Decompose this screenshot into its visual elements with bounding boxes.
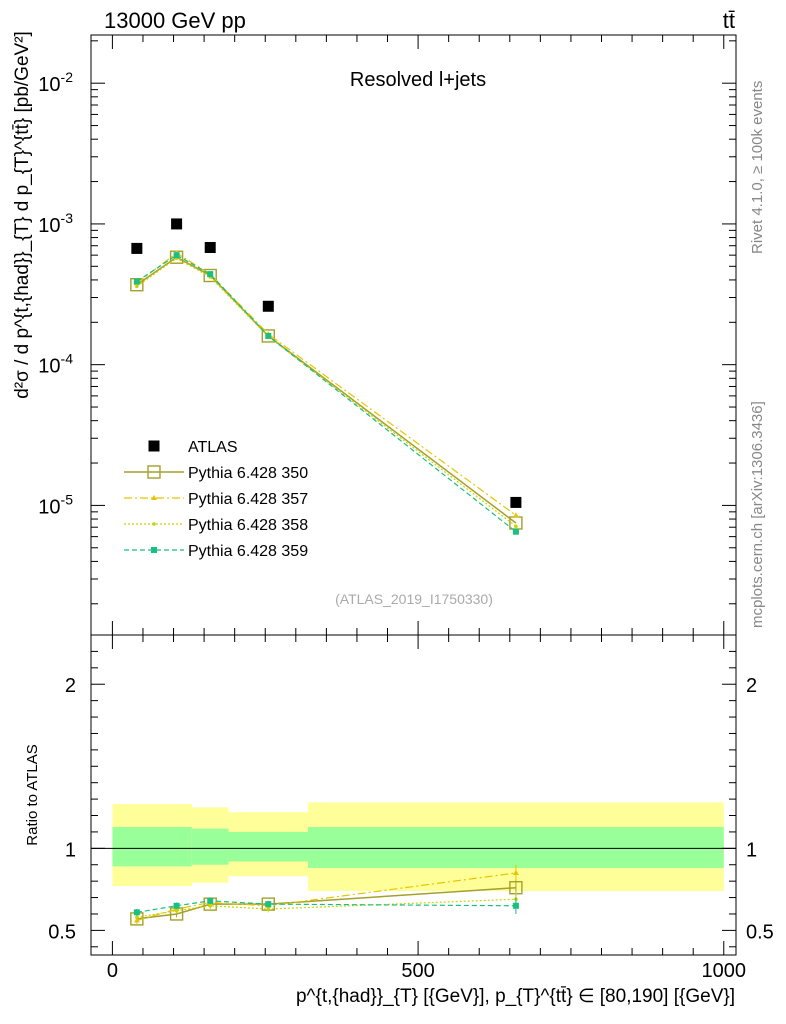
series-line [136, 256, 517, 524]
ratio-tick-labels: 0.5 0.5 1 1 2 2 0 500 1000 [48, 675, 774, 982]
side-label-mcplots: mcplots.cern.ch [arXiv:1306.3436] [749, 401, 766, 628]
band-inner [112, 827, 192, 867]
legend-label: Pythia 6.428 358 [188, 517, 308, 534]
ratio-point [265, 901, 272, 908]
ratio-point [135, 915, 139, 920]
atlas-point [262, 300, 274, 312]
data-point [265, 332, 272, 339]
main-y-ticks [91, 35, 736, 635]
ratio-y-tick-label-left: 2 [65, 675, 76, 697]
series-atlas [131, 218, 522, 508]
data-point [173, 252, 180, 259]
legend-label: Pythia 6.428 359 [188, 543, 308, 560]
ratio-y-axis-title: Ratio to ATLAS [24, 744, 41, 845]
atlas-point [131, 242, 143, 254]
series-line [136, 257, 517, 527]
data-point [135, 284, 139, 289]
data-point [261, 329, 275, 343]
band-inner [308, 827, 724, 869]
data-point [512, 512, 519, 518]
band-inner [191, 828, 229, 865]
legend-marker [152, 522, 156, 526]
ratio-point [266, 907, 271, 911]
x-tick-label: 500 [401, 960, 434, 982]
legend-entry: Pythia 6.428 358 [124, 517, 308, 534]
series-pythia-6-428-359 [133, 252, 519, 535]
data-point [512, 528, 519, 535]
main-series [130, 218, 523, 535]
side-label-rivet: Rivet 4.1.0, ≥ 100k events [749, 81, 766, 254]
legend: ATLAS Pythia 6.428 350 Pythia 6.428 357 Pyt… [124, 439, 308, 560]
ratio-point [133, 909, 140, 916]
x-tick-label: 1000 [702, 960, 747, 982]
y-tick-label: 10-2 [38, 69, 73, 96]
legend-entry: Pythia 6.428 357 [124, 491, 308, 508]
ratio-point [174, 908, 179, 913]
series-line [136, 252, 517, 516]
ratio-point [208, 903, 213, 908]
legend-marker [151, 495, 157, 500]
y-tick-label: 10-3 [38, 210, 73, 237]
ratio-y-tick-label-left: 0.5 [48, 921, 76, 943]
y-tick-label: 10-5 [38, 491, 73, 518]
legend-entry: Pythia 6.428 359 [124, 543, 308, 560]
ratio-bands [91, 802, 736, 891]
analysis-id: (ATLAS_2019_I1750330) [335, 591, 493, 607]
band-inner [228, 831, 309, 862]
ratio-point [207, 897, 214, 904]
data-point [207, 271, 214, 278]
analysis-title: Resolved l+jets [350, 69, 486, 91]
process-label: tt̄ [723, 8, 735, 33]
series-pythia-6-428-350 [130, 250, 523, 530]
legend-marker [148, 440, 160, 452]
energy-label: 13000 GeV pp [104, 8, 246, 33]
ratio-y-tick-label-right: 0.5 [746, 921, 774, 943]
ratio-point [173, 902, 180, 909]
legend-label: Pythia 6.428 350 [188, 465, 308, 482]
ratio-panel: 0.5 0.5 1 1 2 2 0 500 1000 Ratio to ATLAS p^{t,{… [24, 634, 774, 1007]
data-point [514, 524, 518, 529]
series-line [136, 254, 517, 533]
data-point [203, 268, 217, 283]
legend-entry: Pythia 6.428 350 [124, 465, 308, 482]
main-y-axis-title: d²σ / d p^{t,{had}}_{T} d p_{T}^{tt̄} [p… [12, 31, 33, 399]
ratio-y-tick-label-right: 1 [746, 839, 757, 861]
legend-label: ATLAS [188, 439, 238, 456]
legend-marker [147, 465, 161, 479]
legend-entry: ATLAS [148, 439, 238, 456]
ratio-y-tick-label-right: 2 [746, 675, 757, 697]
ratio-series-pythia-6-428-359 [133, 897, 519, 916]
data-point [133, 278, 140, 285]
atlas-point [171, 218, 183, 230]
x-axis-title: p^{t,{had}}_{T} [{GeV}], p_{T}^{tt̄} ∈ [… [296, 986, 735, 1007]
ratio-ticks [91, 634, 736, 955]
main-y-tick-labels: 10-5 10-4 10-3 10-2 [38, 69, 73, 518]
main-panel: Resolved l+jets (ATLAS_2019_I1750330) 10… [12, 31, 737, 636]
legend-marker [151, 547, 157, 553]
ratio-y-tick-label-left: 1 [65, 839, 76, 861]
y-tick-label: 10-4 [38, 351, 73, 378]
atlas-point [204, 242, 216, 254]
ratio-line [136, 900, 516, 913]
x-tick-label: 0 [107, 960, 118, 982]
series-pythia-6-428-358 [135, 256, 518, 529]
atlas-point [510, 496, 522, 508]
ratio-line [136, 898, 516, 918]
ratio-point [512, 902, 519, 909]
legend-label: Pythia 6.428 357 [188, 491, 308, 508]
ratio-point [512, 869, 519, 875]
ratio-frame [90, 634, 737, 956]
ratio-series [130, 864, 523, 926]
